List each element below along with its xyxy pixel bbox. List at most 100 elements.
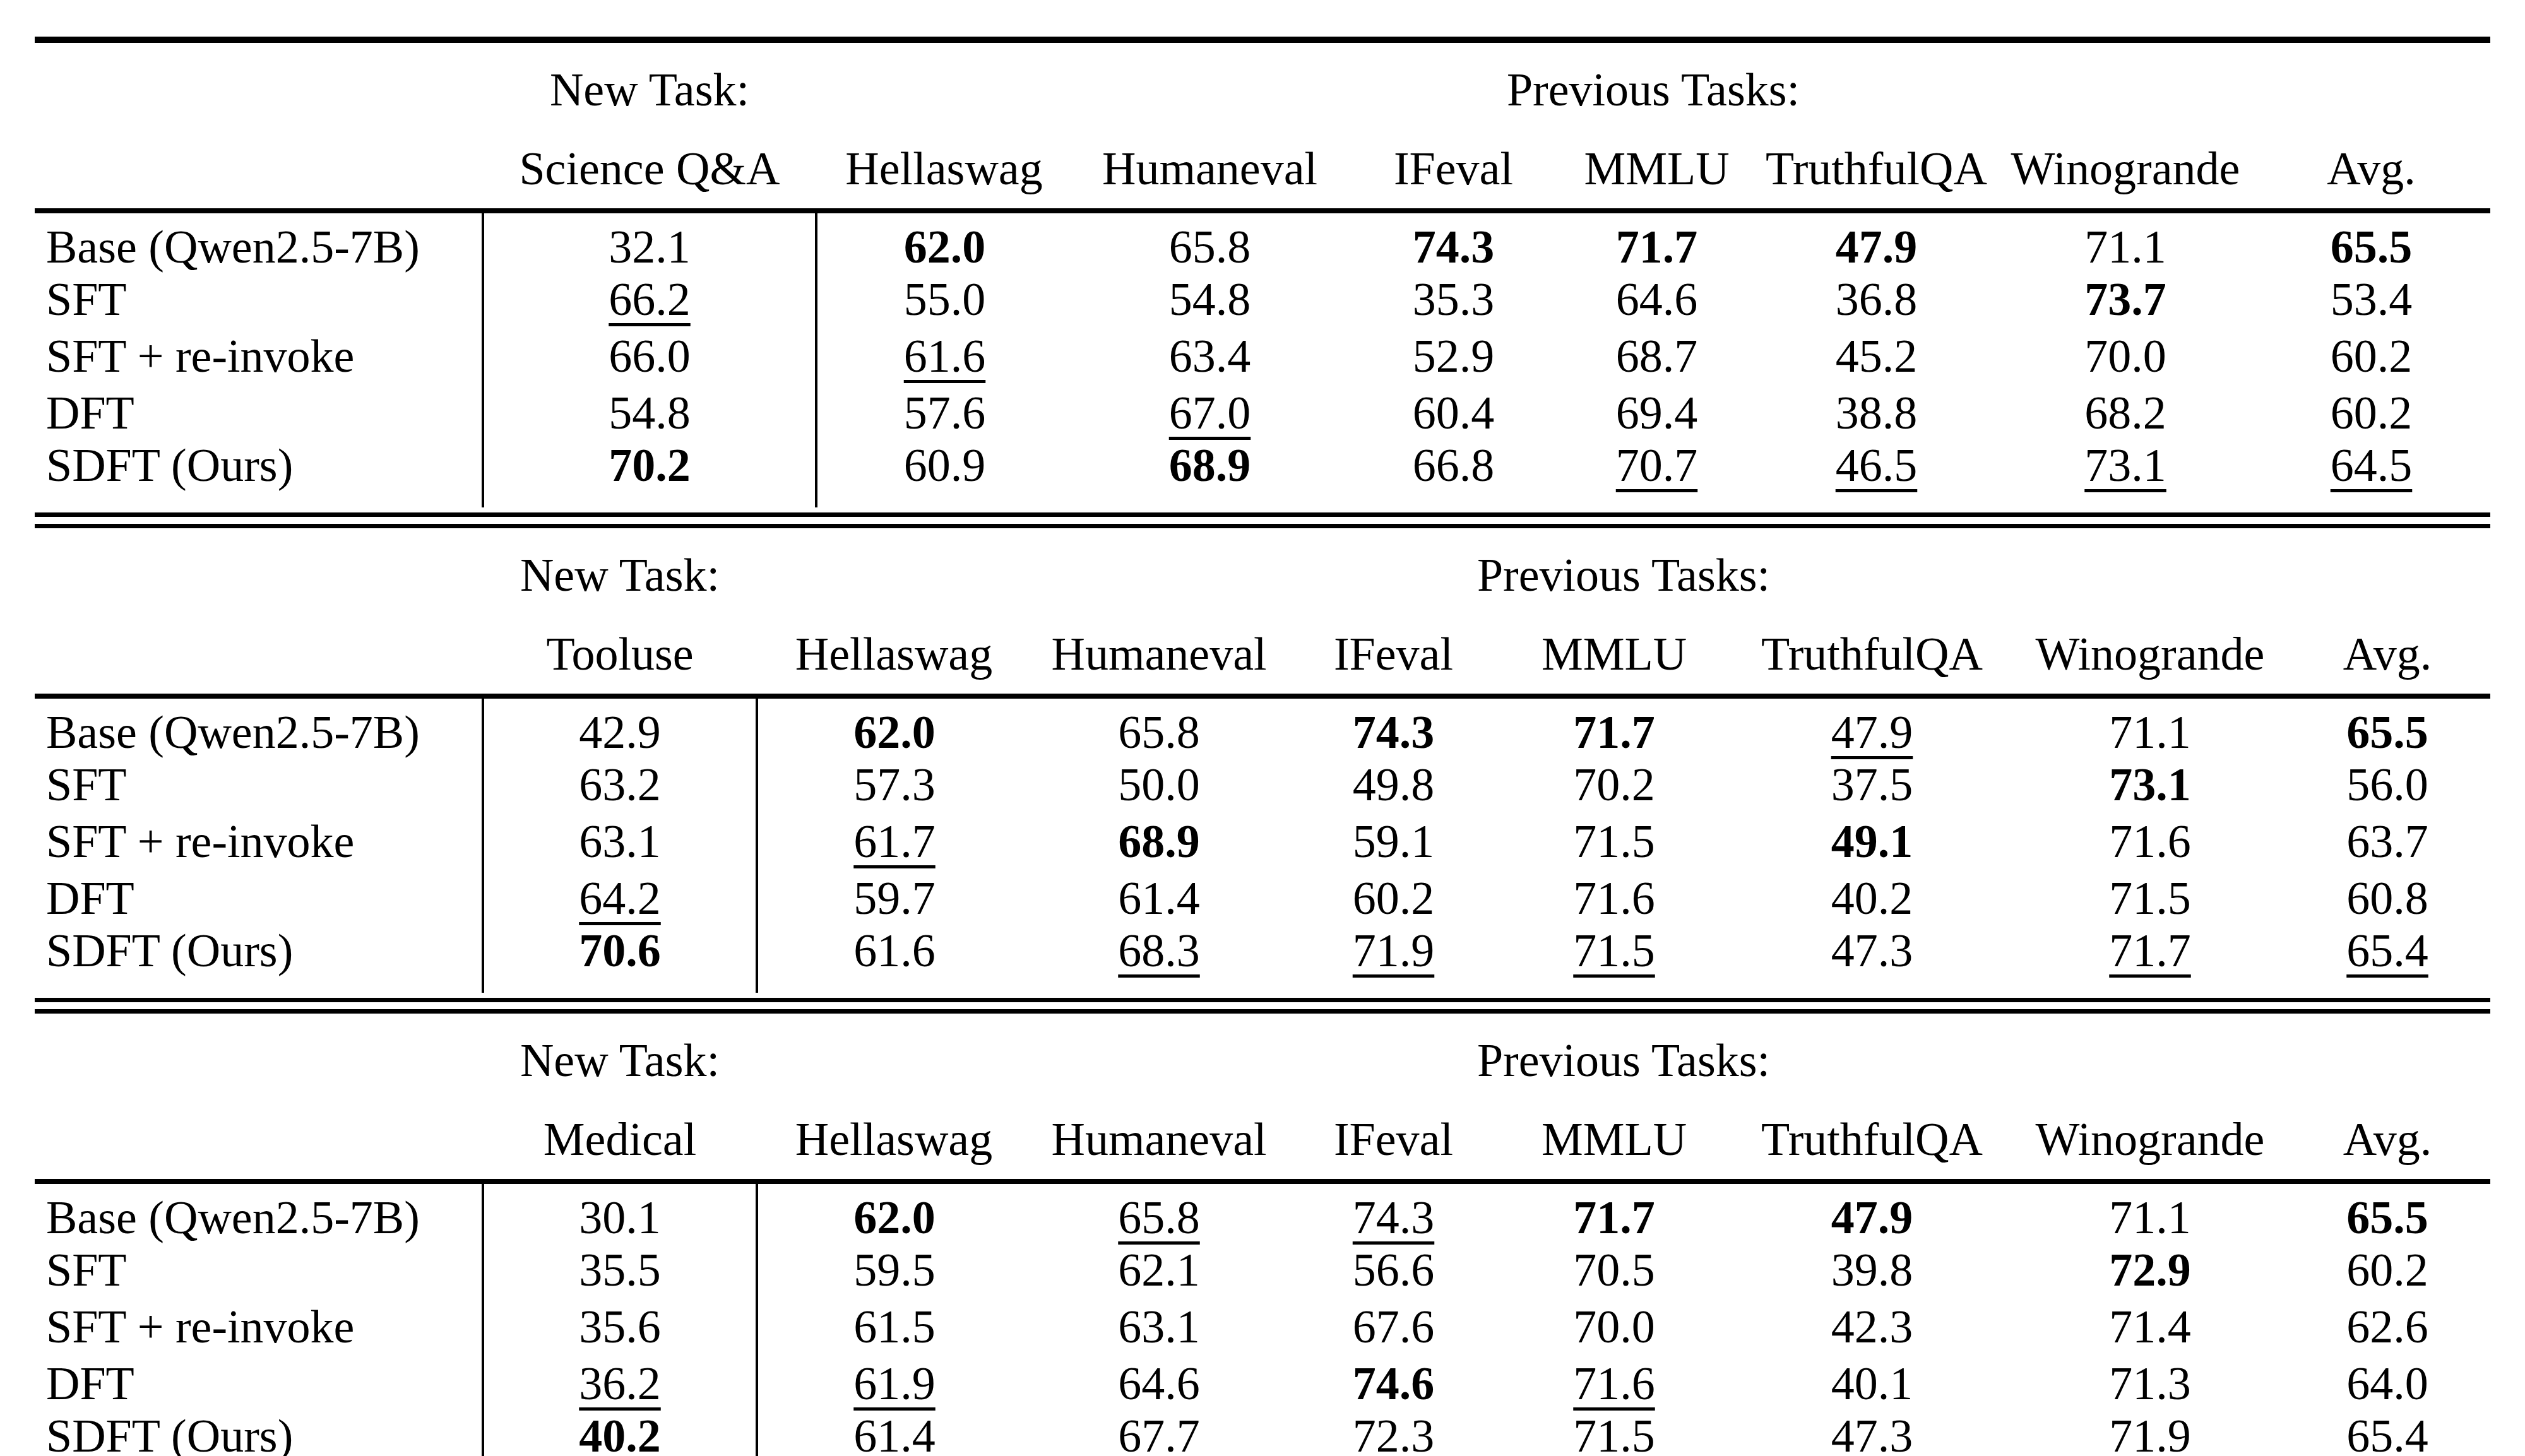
score-cell: 42.3	[1728, 1298, 2016, 1355]
score-cell: 74.3	[1287, 696, 1500, 756]
double-rule-separator	[35, 998, 2490, 1014]
score-cell: 49.1	[1728, 813, 2016, 870]
score-value: 42.9	[579, 706, 661, 758]
score-value: 35.5	[579, 1244, 661, 1296]
score-value: 49.1	[1831, 815, 1913, 867]
score-value: 68.9	[1118, 815, 1200, 867]
score-value: 74.3	[1353, 1192, 1435, 1243]
score-cell: 40.2	[483, 1412, 757, 1456]
score-cell: 61.4	[757, 1412, 1031, 1456]
score-cell: 66.2	[483, 271, 816, 328]
score-cell: 61.6	[816, 328, 1072, 384]
score-value: 68.3	[1118, 925, 1200, 976]
score-value: 32.1	[609, 221, 691, 273]
row-label: SFT	[35, 1241, 483, 1298]
score-cell: 62.0	[816, 211, 1072, 271]
score-value: 71.9	[2109, 1410, 2191, 1456]
table-row: SFT + re-invoke66.061.663.452.968.745.27…	[35, 328, 2490, 384]
row-label: SDFT (Ours)	[35, 441, 483, 507]
score-value: 73.1	[2084, 439, 2166, 491]
score-value: 64.2	[579, 872, 661, 924]
score-cell: 69.4	[1559, 384, 1754, 441]
score-cell: 70.7	[1559, 441, 1754, 507]
score-cell: 35.3	[1348, 271, 1559, 328]
score-value: 71.5	[1573, 1410, 1655, 1456]
score-cell: 74.3	[1348, 211, 1559, 271]
score-cell: 65.4	[2284, 926, 2490, 993]
column-header-avg-: Avg.	[2284, 606, 2490, 696]
score-value: 64.6	[1118, 1358, 1200, 1409]
score-value: 68.7	[1616, 330, 1698, 382]
score-cell: 68.9	[1072, 441, 1348, 507]
score-cell: 66.8	[1348, 441, 1559, 507]
score-value: 71.1	[2084, 221, 2166, 273]
score-cell: 47.9	[1728, 1181, 2016, 1241]
score-cell: 71.1	[1999, 211, 2252, 271]
score-value: 38.8	[1836, 387, 1918, 439]
score-cell: 70.0	[1999, 328, 2252, 384]
table-row: SDFT (Ours)70.661.668.371.971.547.371.76…	[35, 926, 2490, 993]
score-cell: 32.1	[483, 211, 816, 271]
separator-gap	[35, 517, 2490, 524]
score-cell: 71.7	[2016, 926, 2284, 993]
score-cell: 68.7	[1559, 328, 1754, 384]
row-label: SFT	[35, 271, 483, 328]
score-value: 61.7	[853, 815, 936, 867]
results-table-tooluse: New Task:Previous Tasks:TooluseHellaswag…	[35, 528, 2490, 993]
score-value: 55.0	[904, 273, 986, 325]
score-value: 46.5	[1836, 439, 1918, 491]
score-value: 71.6	[1573, 1358, 1655, 1409]
score-value: 71.7	[2109, 925, 2191, 976]
score-cell: 67.0	[1072, 384, 1348, 441]
score-cell: 60.8	[2284, 870, 2490, 926]
score-value: 47.3	[1831, 1410, 1913, 1456]
score-cell: 59.5	[757, 1241, 1031, 1298]
row-label: SFT + re-invoke	[35, 1298, 483, 1355]
score-cell: 71.9	[2016, 1412, 2284, 1456]
score-value: 35.6	[579, 1301, 661, 1352]
row-label: SDFT (Ours)	[35, 926, 483, 993]
previous-tasks-header: Previous Tasks:	[816, 43, 2490, 121]
score-value: 62.0	[904, 221, 986, 273]
score-value: 60.2	[2346, 1244, 2428, 1296]
score-value: 61.5	[853, 1301, 936, 1352]
score-cell: 61.9	[757, 1355, 1031, 1412]
column-header-new-task-tooluse: Tooluse	[483, 606, 757, 696]
column-header-new-task-science-q-a: Science Q&A	[483, 121, 816, 211]
score-value: 62.0	[853, 706, 936, 758]
score-value: 69.4	[1616, 387, 1698, 439]
score-value: 63.4	[1169, 330, 1251, 382]
table-row: SFT63.257.350.049.870.237.573.156.0	[35, 756, 2490, 813]
score-cell: 47.3	[1728, 926, 2016, 993]
column-header-humaneval: Humaneval	[1031, 606, 1287, 696]
score-cell: 60.2	[2252, 328, 2490, 384]
score-value: 66.0	[609, 330, 691, 382]
score-cell: 71.6	[1500, 1355, 1728, 1412]
score-cell: 56.0	[2284, 756, 2490, 813]
row-label: DFT	[35, 1355, 483, 1412]
score-value: 59.1	[1353, 815, 1435, 867]
table-row: SFT + re-invoke35.661.563.167.670.042.37…	[35, 1298, 2490, 1355]
row-label-column-header	[35, 43, 483, 121]
score-value: 56.0	[2346, 759, 2428, 810]
score-cell: 54.8	[483, 384, 816, 441]
score-cell: 40.2	[1728, 870, 2016, 926]
score-value: 63.1	[1118, 1301, 1200, 1352]
score-value: 54.8	[1169, 273, 1251, 325]
separator-line	[35, 998, 2490, 1002]
score-value: 71.5	[2109, 872, 2191, 924]
score-value: 35.3	[1413, 273, 1495, 325]
row-label-column-header	[35, 1014, 483, 1091]
score-value: 74.3	[1353, 706, 1435, 758]
score-value: 74.6	[1353, 1358, 1435, 1409]
score-cell: 36.8	[1754, 271, 1999, 328]
score-value: 47.9	[1836, 221, 1918, 273]
score-cell: 71.5	[1500, 926, 1728, 993]
score-value: 54.8	[609, 387, 691, 439]
score-cell: 71.6	[2016, 813, 2284, 870]
score-cell: 68.3	[1031, 926, 1287, 993]
score-value: 37.5	[1831, 759, 1913, 810]
score-value: 30.1	[579, 1192, 661, 1243]
score-value: 70.2	[609, 439, 691, 491]
score-value: 64.5	[2331, 439, 2413, 491]
